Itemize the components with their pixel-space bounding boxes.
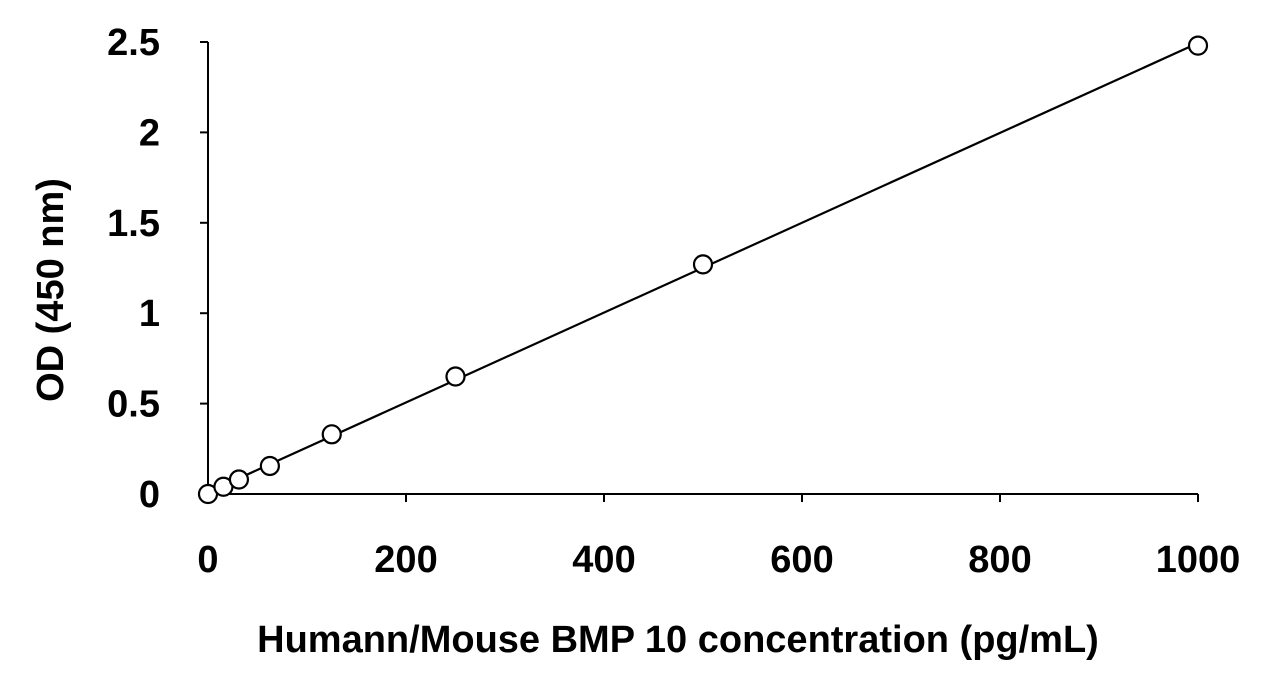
data-point: [321, 424, 342, 445]
x-axis-ticks: 0 200 400 600 800 1000: [197, 494, 1240, 581]
y-axis-ticks: 0 0.5 1 1.5 2 2.5: [107, 22, 208, 516]
x-tick-label: 800: [968, 539, 1031, 581]
x-axis-title: Humann/Mouse BMP 10 concentration (pg/mL…: [257, 619, 1099, 661]
y-tick-label: 0.5: [107, 384, 160, 426]
data-point: [692, 254, 714, 275]
data-point: [1187, 35, 1209, 56]
y-tick-label: 2.5: [107, 22, 160, 64]
data-point: [445, 366, 466, 387]
data-point: [228, 469, 250, 490]
y-axis-title: OD (450 nm): [30, 178, 72, 402]
x-tick-label: 400: [572, 539, 635, 581]
x-tick-label: 200: [374, 539, 437, 581]
data-points: [197, 35, 1209, 505]
axes: [207, 42, 1198, 495]
x-tick-label: 0: [197, 539, 218, 581]
y-tick-label: 2: [139, 112, 160, 154]
x-tick-label: 600: [770, 539, 833, 581]
y-tick-label: 1.5: [107, 203, 160, 245]
y-tick-label: 1: [139, 293, 160, 335]
y-tick-label: 0: [139, 474, 160, 516]
x-tick-label: 1000: [1156, 539, 1241, 581]
data-point: [259, 455, 280, 477]
